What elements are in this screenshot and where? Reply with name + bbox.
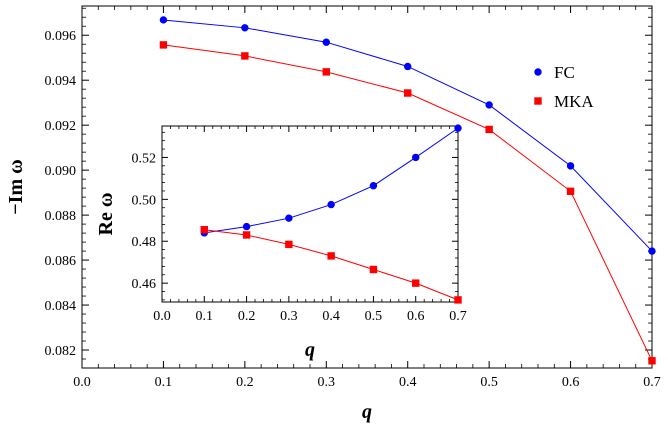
y-tick-label: 0.096 [45,29,77,44]
x-tick-label: 0.4 [399,375,417,390]
data-point-mka [648,357,656,365]
x-tick-label: 0.6 [562,375,580,390]
data-point-fc [412,153,420,162]
y-axis-title: Re ω [95,193,117,236]
inset-plot: 0.0 0.1 0.2 0.3 0.4 0.5 0.6 0.7 0.46 0.48 0.50 0.52… [95,124,467,361]
data-point-fc [285,214,293,222]
x-tick-label: 0.0 [153,309,171,324]
legend-marker-fc [534,68,542,76]
x-tick-label: 0.2 [236,375,254,390]
data-point-fc [159,16,168,24]
y-tick-label: 0.088 [45,209,77,224]
data-point-mka [285,240,293,249]
y-tick-label: 0.082 [45,344,77,359]
y-tick-label: 0.52 [132,151,157,166]
x-tick-label: 0.3 [318,375,336,390]
legend: FC MKA [534,63,594,111]
data-point-mka [369,265,378,274]
x-tick-label: 0.3 [280,309,298,324]
data-point-mka [412,279,420,287]
data-point-fc [322,38,330,46]
x-tick-label: 0.4 [322,309,340,324]
data-point-mka [322,68,330,76]
y-tick-label: 0.090 [45,164,77,179]
y-tick-label: 0.086 [45,254,77,269]
x-tick-label: 0.7 [449,309,467,324]
data-point-mka [327,252,335,260]
data-point-mka [159,41,168,49]
y-tick-label: 0.46 [132,277,157,292]
legend-label-mka: MKA [554,92,594,111]
plot-frame [161,125,459,303]
x-tick-label: 0.5 [365,309,383,324]
data-point-mka [566,187,575,195]
data-point-fc [648,247,656,255]
data-point-fc [454,124,462,132]
data-point-mka [454,296,462,304]
x-axis-title: q [305,339,315,361]
y-tick-label: 0.094 [45,74,77,89]
y-tick-label: 0.50 [132,193,157,208]
data-point-fc [241,24,249,32]
y-axis-title: −Im ω [5,159,27,214]
plot-frame [81,5,653,369]
data-point-fc [566,162,575,170]
legend-marker-mka [534,97,542,105]
data-point-fc [242,222,251,231]
x-tick-label: 0.1 [196,309,214,324]
data-point-mka [200,226,208,234]
x-tick-label: 0.7 [643,375,661,390]
x-axis-title: q [362,401,372,423]
data-point-fc [327,200,335,209]
x-tick-label: 0.6 [407,309,425,324]
data-point-mka [242,231,251,239]
x-tick-label: 0.2 [238,309,256,324]
data-point-mka [404,89,412,97]
main-plot: 0.0 0.1 0.2 0.3 0.4 0.5 0.6 0.7 0.082 0.084 0.086 0… [5,5,661,423]
x-tick-label: 0.1 [155,375,173,390]
data-point-fc [369,182,378,190]
data-point-mka [241,52,249,60]
x-tick-label: 0.0 [73,375,91,390]
y-tick-label: 0.48 [132,235,157,250]
data-point-fc [404,62,412,71]
inset-background [162,126,458,302]
y-tick-label: 0.092 [45,119,77,134]
y-tick-label: 0.084 [45,299,77,314]
legend-label-fc: FC [554,63,575,82]
data-point-fc [485,101,493,109]
x-tick-label: 0.5 [480,375,498,390]
data-point-mka [485,125,493,134]
